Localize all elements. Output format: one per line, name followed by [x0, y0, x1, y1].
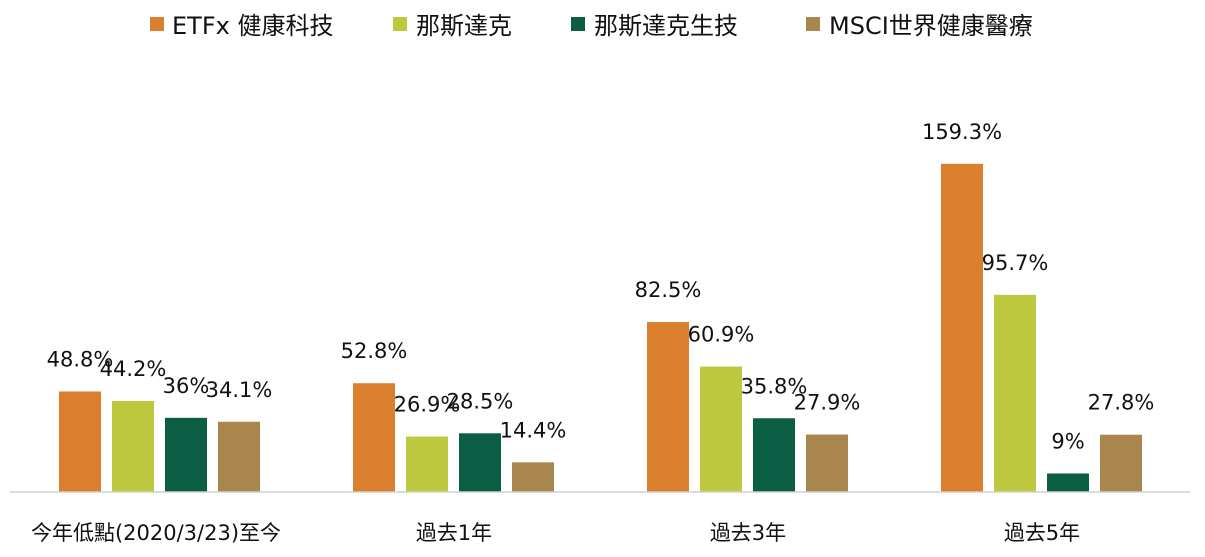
bar	[1100, 434, 1142, 492]
legend-label: 那斯達克生技	[594, 12, 738, 40]
data-label: 44.2%	[100, 357, 167, 381]
data-label: 27.9%	[794, 391, 861, 415]
legend-swatch	[150, 17, 164, 31]
data-label: 52.8%	[341, 339, 408, 363]
data-label: 28.5%	[447, 389, 514, 413]
data-label: 35.8%	[741, 374, 808, 398]
category-label: 過去5年	[1004, 521, 1080, 545]
bar	[941, 163, 983, 493]
bar	[994, 294, 1036, 492]
data-label: 34.1%	[206, 378, 273, 402]
category-label: 今年低點(2020/3/23)至今	[31, 521, 281, 545]
bar	[647, 322, 689, 492]
bar	[59, 391, 101, 492]
legend: ETFx 健康科技 那斯達克 那斯達克生技 MSCI世界健康醫療	[150, 12, 1033, 40]
bar	[218, 421, 260, 492]
legend-label: ETFx 健康科技	[172, 12, 333, 40]
bar	[806, 434, 848, 492]
data-labels-group: 48.8%44.2%36%34.1% 52.8% 26.9%28.5% 14.4% 82…	[47, 120, 1155, 454]
data-label: 159.3%	[922, 120, 1002, 144]
bars-group	[59, 163, 1142, 493]
bar	[700, 366, 742, 492]
data-label: 36%	[163, 374, 210, 398]
data-label: 82.5%	[635, 278, 702, 302]
data-label: 60.9%	[688, 323, 755, 347]
data-label: 9%	[1051, 429, 1084, 453]
legend-label: MSCI世界健康醫療	[829, 12, 1033, 40]
category-label: 過去3年	[710, 521, 786, 545]
data-label: 26.9%	[394, 393, 461, 417]
data-label: 27.8%	[1088, 391, 1155, 415]
legend-label: 那斯達克	[416, 12, 512, 40]
category-labels-group: 今年低點(2020/3/23)至今 過去1年 過去3年 過去5年	[31, 521, 1080, 545]
bar	[112, 400, 154, 492]
data-label: 95.7%	[982, 251, 1049, 275]
data-label: 48.8%	[47, 347, 114, 371]
bar	[512, 462, 554, 492]
data-label: 14.4%	[500, 418, 567, 442]
legend-swatch	[393, 17, 407, 31]
bar	[406, 436, 448, 492]
bar	[165, 417, 207, 492]
bar	[1047, 473, 1089, 492]
category-label: 過去1年	[416, 521, 492, 545]
legend-swatch	[806, 17, 820, 31]
bar	[753, 418, 795, 492]
legend-swatch	[571, 17, 585, 31]
bar	[353, 383, 395, 492]
bar	[459, 433, 501, 492]
